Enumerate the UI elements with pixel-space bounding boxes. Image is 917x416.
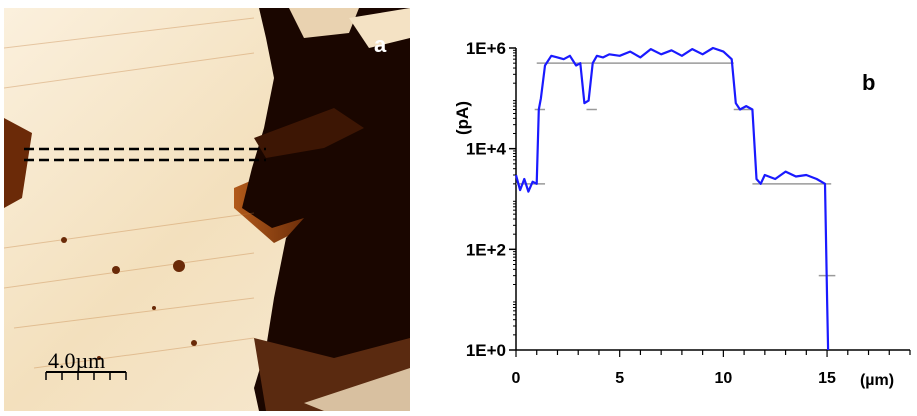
panel-b-label: b <box>862 70 875 95</box>
light-flake-top <box>289 8 359 38</box>
x-tick-label: 0 <box>512 370 521 387</box>
light-flake-right <box>349 8 410 48</box>
left-dark-region <box>4 118 32 208</box>
bottom-light-region <box>304 368 410 411</box>
y-axis-label: (pA) <box>453 101 472 135</box>
level-markers <box>516 62 836 277</box>
surface-specks <box>61 237 197 360</box>
y-minor-ticks <box>513 49 516 336</box>
scalebar-label: 4.0µm <box>48 348 105 373</box>
x-tick-label: 10 <box>714 370 732 387</box>
streak-texture <box>3 17 255 369</box>
x-tick-label: 5 <box>615 370 624 387</box>
panel-a-label: a <box>374 32 387 57</box>
y-tick-label: 1E+6 <box>466 39 506 58</box>
y-major-ticks: 1E+0 1E+2 1E+4 1E+6 <box>466 39 516 360</box>
y-tick-label: 1E+0 <box>466 341 506 360</box>
mid-wedge <box>254 108 364 158</box>
x-tick-label: 15 <box>818 370 836 387</box>
current-profile-chart: 1E+0 1E+2 1E+4 1E+6 0 5 10 15 (pA) (µm) b <box>430 0 917 411</box>
dark-substrate <box>242 8 410 411</box>
x-axis-label: (µm) <box>860 372 894 389</box>
microscopy-image: 4.0µm a <box>3 8 410 411</box>
series-line <box>514 46 830 351</box>
scalebar-ticks <box>45 372 127 380</box>
y-tick-label: 1E+4 <box>466 140 507 159</box>
y-tick-label: 1E+2 <box>466 240 506 259</box>
x-ticks: 0 5 10 15 <box>512 350 911 387</box>
chart-svg: 1E+0 1E+2 1E+4 1E+6 0 5 10 15 (pA) (µm) b <box>430 0 917 411</box>
chart-background <box>430 0 917 411</box>
microscopy-image-panel: 4.0µm a <box>3 8 410 411</box>
